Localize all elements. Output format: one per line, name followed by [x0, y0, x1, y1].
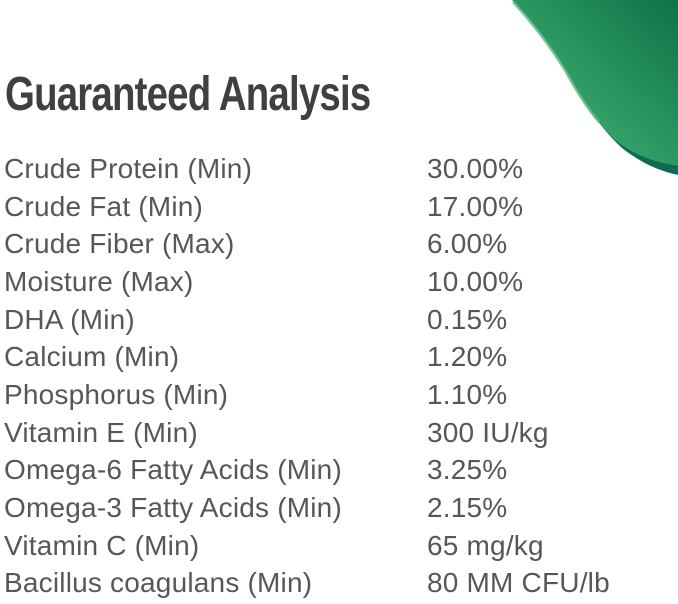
table-row: Crude Fiber (Max) 6.00% — [4, 225, 678, 263]
nutrient-label: Phosphorus (Min) — [4, 378, 229, 410]
nutrient-value: 65 mg/kg — [427, 529, 544, 561]
table-row: Omega-3 Fatty Acids (Min) 2.15% — [4, 489, 678, 527]
nutrient-value: 80 MM CFU/lb — [427, 567, 610, 599]
analysis-table: Crude Protein (Min) 30.00% Crude Fat (Mi… — [4, 150, 678, 602]
nutrient-label: Crude Protein (Min) — [4, 152, 253, 184]
table-row: Calcium (Min) 1.20% — [4, 338, 678, 376]
nutrient-label: Bacillus coagulans (Min) — [4, 567, 313, 599]
nutrient-label: Omega-6 Fatty Acids (Min) — [4, 454, 342, 486]
page-title: Guaranteed Analysis — [5, 68, 371, 121]
nutrient-label: Crude Fat (Min) — [4, 190, 204, 222]
nutrient-label: DHA (Min) — [4, 303, 135, 335]
nutrient-value: 3.25% — [427, 454, 508, 486]
nutrient-value: 2.15% — [427, 492, 508, 524]
nutrient-value: 300 IU/kg — [427, 416, 549, 448]
nutrient-value: 10.00% — [427, 265, 524, 297]
nutrient-value: 1.10% — [427, 378, 508, 410]
table-row: Vitamin E (Min) 300 IU/kg — [4, 414, 678, 452]
nutrient-value: 0.15% — [427, 303, 508, 335]
nutrient-label: Crude Fiber (Max) — [4, 228, 235, 260]
table-row: Phosphorus (Min) 1.10% — [4, 376, 678, 414]
nutrient-label: Omega-3 Fatty Acids (Min) — [4, 492, 342, 524]
nutrient-value: 17.00% — [427, 190, 524, 222]
nutrient-value: 6.00% — [427, 228, 508, 260]
nutrient-label: Vitamin E (Min) — [4, 416, 198, 448]
table-row: Crude Fat (Min) 17.00% — [4, 188, 678, 226]
nutrient-value: 1.20% — [427, 341, 508, 373]
table-row: Vitamin C (Min) 65 mg/kg — [4, 527, 678, 565]
nutrient-label: Calcium (Min) — [4, 341, 180, 373]
table-row: Omega-6 Fatty Acids (Min) 3.25% — [4, 452, 678, 490]
nutrient-label: Vitamin C (Min) — [4, 529, 200, 561]
table-row: Crude Protein (Min) 30.00% — [4, 150, 678, 188]
table-row: DHA (Min) 0.15% — [4, 301, 678, 339]
table-row: Moisture (Max) 10.00% — [4, 263, 678, 301]
table-row: Bacillus coagulans (Min) 80 MM CFU/lb — [4, 565, 678, 603]
nutrient-label: Moisture (Max) — [4, 265, 194, 297]
nutrient-value: 30.00% — [427, 152, 524, 184]
